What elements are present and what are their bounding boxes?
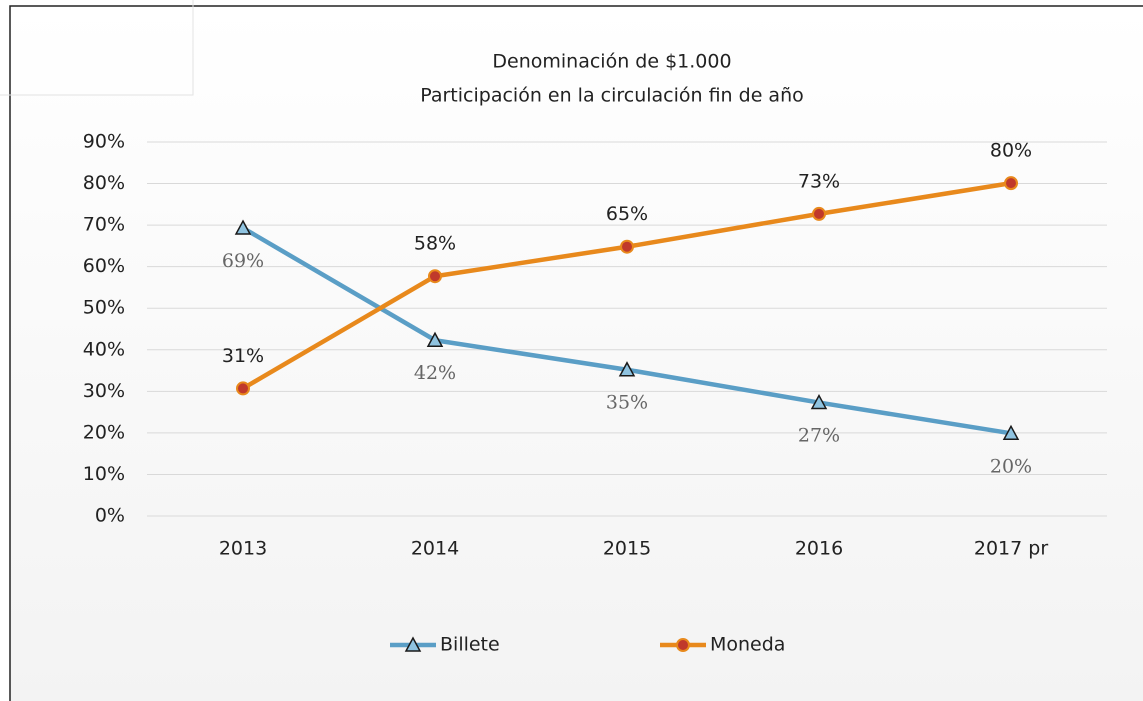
data-label: 31% <box>222 345 264 367</box>
data-label: 69% <box>222 250 264 272</box>
data-label: 42% <box>414 362 456 384</box>
data-label: 65% <box>606 203 648 225</box>
x-tick-label: 2013 <box>219 538 267 560</box>
y-tick-label: 70% <box>83 214 125 236</box>
x-tick-label: 2015 <box>603 538 651 560</box>
chart-subtitle: Participación en la circulación fin de a… <box>420 85 804 107</box>
x-tick-label: 2017 pr <box>974 538 1048 560</box>
y-tick-label: 90% <box>83 131 125 153</box>
marker <box>234 219 252 235</box>
marker <box>620 239 634 254</box>
legend-marker <box>676 638 690 652</box>
legend-label: Billete <box>440 634 500 656</box>
marker <box>1002 424 1020 441</box>
data-label: 58% <box>414 233 456 255</box>
y-tick-label: 40% <box>83 338 125 360</box>
marker <box>1004 176 1018 191</box>
chart-background <box>10 6 1143 701</box>
data-label: 80% <box>990 140 1032 162</box>
data-label: 20% <box>990 455 1032 477</box>
y-tick-label: 10% <box>83 463 125 485</box>
y-tick-label: 20% <box>83 421 125 443</box>
y-tick-label: 30% <box>83 380 125 402</box>
y-tick-label: 50% <box>83 297 125 319</box>
chart-title: Denominación de $1.000 <box>492 51 731 73</box>
legend-marker <box>404 636 422 652</box>
marker <box>810 393 828 410</box>
data-label: 73% <box>798 170 840 192</box>
y-tick-label: 60% <box>83 255 125 277</box>
x-tick-label: 2016 <box>795 538 843 560</box>
marker <box>236 381 250 396</box>
data-label: 35% <box>606 392 648 414</box>
marker <box>426 331 444 347</box>
marker <box>812 206 826 221</box>
y-tick-label: 0% <box>95 505 125 527</box>
data-label: 27% <box>798 425 840 447</box>
faint-box <box>0 0 194 96</box>
marker <box>618 361 636 377</box>
chart-border <box>9 5 1143 701</box>
marker <box>428 269 442 284</box>
y-tick-label: 80% <box>83 172 125 194</box>
x-tick-label: 2014 <box>411 538 459 560</box>
legend-label: Moneda <box>710 634 785 656</box>
